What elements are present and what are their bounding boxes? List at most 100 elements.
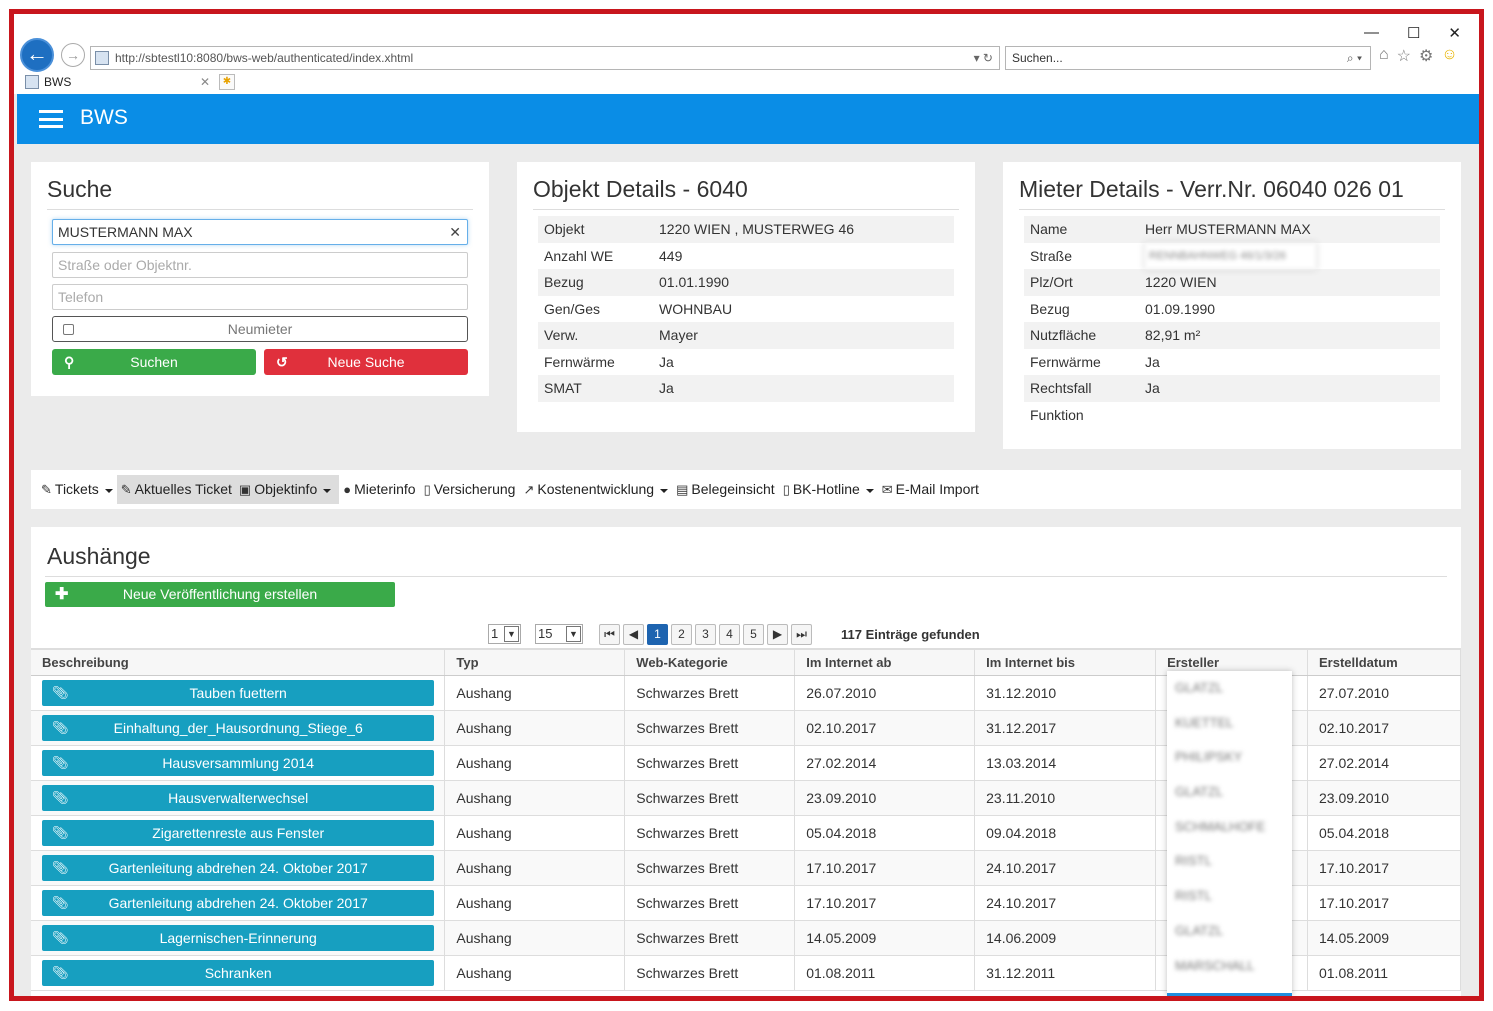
last-page-icon[interactable]: ⏭ <box>791 623 812 645</box>
paperclip-icon: 📎︎ <box>52 754 69 770</box>
new-tab-icon[interactable]: ✱ <box>219 74 235 90</box>
next-page-icon[interactable]: ▶ <box>767 623 788 645</box>
cell-internet-ab: 05.04.2018 <box>794 815 976 851</box>
page-button-3[interactable]: 3 <box>695 623 716 645</box>
document-icon: ▯ <box>782 482 790 497</box>
page-button-2[interactable]: 2 <box>671 623 692 645</box>
nav-tickets[interactable]: ✎ Tickets <box>37 475 117 504</box>
forward-button[interactable]: → <box>61 43 85 67</box>
notice-description-button[interactable]: 📎︎ Schranken <box>42 959 435 986</box>
detail-row: Fernwärme Ja <box>1024 349 1440 376</box>
rows-per-page-select[interactable]: 15 ▼ <box>535 624 583 644</box>
notice-description-button[interactable]: 📎︎ Lagernischen-Erinnerung <box>42 924 435 951</box>
notice-description-button[interactable]: 📎︎ Hausverwalterwechsel <box>42 784 435 811</box>
detail-row: Straße RENNBAHNWEG 46/1/3/26 <box>1024 242 1440 269</box>
cell-internet-ab: 02.10.2017 <box>794 710 976 746</box>
nav-versicherung[interactable]: ▯ Versicherung <box>420 475 520 504</box>
minimize-icon[interactable]: — <box>1363 24 1379 41</box>
cell-internet-bis: 13.03.2014 <box>974 745 1157 781</box>
col-header-internet-ab[interactable]: Im Internet ab <box>794 648 976 676</box>
tab-close-icon[interactable]: ✕ <box>199 75 210 89</box>
chevron-down-icon <box>660 488 669 493</box>
nav-bk-hotline[interactable]: ▯ BK-Hotline <box>779 475 878 504</box>
prev-page-icon[interactable]: ◀ <box>623 623 644 645</box>
reset-search-button[interactable]: ↺ Neue Suche <box>264 349 468 375</box>
rows-per-page-value: 15 <box>538 626 553 641</box>
nav-mieterinfo[interactable]: ● Mieterinfo <box>339 475 419 504</box>
cell-web-kategorie: Schwarzes Brett <box>624 675 796 711</box>
nav-label: Objektinfo <box>254 481 318 497</box>
search-button[interactable]: ⚲ Suchen <box>52 349 256 375</box>
page-button-1[interactable]: 1 <box>647 623 668 645</box>
cell-typ: Aushang <box>444 815 626 851</box>
first-page-icon[interactable]: ⏮ <box>599 623 620 645</box>
nav-aktuelles-ticket[interactable]: ✎ Aktuelles Ticket <box>116 475 236 504</box>
col-header-web-kategorie[interactable]: Web-Kategorie <box>624 648 796 676</box>
page-select[interactable]: 1 ▼ <box>488 624 521 644</box>
phone-input[interactable]: Telefon <box>52 284 468 310</box>
search-icon[interactable]: ⌕ ▾ <box>1346 51 1362 65</box>
notice-description-button[interactable]: 📎︎ Gartenleitung abdrehen 24. Oktober 201… <box>42 854 435 881</box>
col-header-erstelldatum[interactable]: Erstelldatum <box>1307 648 1461 676</box>
hamburger-menu-icon[interactable] <box>39 110 63 128</box>
nav-objektinfo[interactable]: ▣ Objektinfo <box>234 475 340 504</box>
page-button-5[interactable]: 5 <box>743 623 764 645</box>
tab-page-icon <box>25 75 39 89</box>
neumieter-checkbox[interactable] <box>63 324 74 335</box>
notice-description-button[interactable]: 📎︎ Einhaltung_der_Hausordnung_Stiege_6 <box>42 714 435 741</box>
detail-key: Fernwärme <box>544 353 615 370</box>
cell-erstelldatum: 17.10.2017 <box>1307 850 1461 886</box>
address-bar[interactable]: http://sbtestl10:8080/bws-web/authentica… <box>90 46 1000 70</box>
nav-belegeinsicht[interactable]: ▤ Belegeinsicht <box>672 475 779 504</box>
nav-label: Versicherung <box>433 481 516 497</box>
url-text: http://sbtestl10:8080/bws-web/authentica… <box>115 51 414 65</box>
col-header-internet-bis[interactable]: Im Internet bis <box>974 648 1157 676</box>
detail-row: Funktion <box>1024 401 1440 428</box>
home-icon[interactable]: ⌂ <box>1379 46 1389 63</box>
neumieter-toggle[interactable]: Neumieter <box>52 316 468 342</box>
detail-value: 1220 WIEN , MUSTERWEG 46 <box>659 221 855 237</box>
browser-search-field[interactable]: Suchen... ⌕ ▾ <box>1005 46 1371 70</box>
notice-description-button[interactable]: 📎︎ Hausversammlung 2014 <box>42 749 435 776</box>
creator-name-redacted: KUETTEL <box>1175 714 1234 730</box>
close-icon[interactable]: ✕ <box>1448 25 1461 42</box>
clear-icon[interactable]: ✕ <box>449 224 461 240</box>
cell-erstelldatum: 23.09.2010 <box>1307 780 1461 816</box>
notice-description-label: Tauben fuettern <box>189 684 287 701</box>
notice-description-button[interactable]: 📎︎ Gartenleitung abdrehen 24. Oktober 201… <box>42 889 435 916</box>
detail-key: SMAT <box>544 380 582 396</box>
browser-tab[interactable]: BWS ✕ <box>22 71 214 93</box>
window-controls: — ☐ ✕ <box>1364 24 1461 42</box>
refresh-icon[interactable]: ▾ ↻ <box>973 51 993 65</box>
notice-description-button[interactable]: 📎︎ Zigarettenreste aus Fenster <box>42 819 435 846</box>
table-row[interactable]: 📎︎ Hausversammlung 2014 Aushang Schwarzes B… <box>31 745 1461 781</box>
nav-kostenentwicklung[interactable]: ↗ Kostenentwicklung <box>519 475 672 504</box>
cell-erstelldatum: 27.07.2010 <box>1307 675 1461 711</box>
street-input[interactable]: Straße oder Objektnr. <box>52 252 468 278</box>
cell-web-kategorie: Schwarzes Brett <box>624 745 796 781</box>
chevron-down-icon <box>104 488 113 493</box>
new-publication-button[interactable]: ✚ Neue Veröffentlichung erstellen <box>45 582 395 607</box>
favorites-icon[interactable]: ☆ <box>1396 48 1412 65</box>
smiley-icon[interactable]: ☺ <box>1441 46 1458 63</box>
cell-beschreibung: 📎︎ Hausverwalterwechsel <box>31 780 446 816</box>
settings-icon[interactable]: ⚙ <box>1419 48 1434 65</box>
back-button[interactable]: ← <box>20 38 54 72</box>
action-navbar: ✎ Tickets ✎ Aktuelles Ticket ▣ Objektinfo ●… <box>31 470 1461 509</box>
detail-row: Anzahl WE 449 <box>538 243 954 270</box>
col-header-typ[interactable]: Typ <box>444 648 626 676</box>
notice-description-button[interactable]: 📎︎ Tauben fuettern <box>42 679 435 706</box>
col-header-ersteller[interactable]: Ersteller <box>1155 648 1308 676</box>
name-search-input[interactable]: MUSTERMANN MAX ✕ <box>52 219 468 245</box>
cell-web-kategorie: Schwarzes Brett <box>624 920 796 956</box>
page-select-value: 1 <box>491 626 499 641</box>
divider <box>45 576 1447 577</box>
detail-value: Ja <box>659 380 674 396</box>
maximize-icon[interactable]: ☐ <box>1406 25 1421 42</box>
creator-name-redacted: PHILIPSKY <box>1175 749 1243 765</box>
paperclip-icon: 📎︎ <box>52 719 69 735</box>
page-button-4[interactable]: 4 <box>719 623 740 645</box>
creator-name-redacted: GLATZL <box>1175 784 1224 800</box>
nav-email-import[interactable]: ✉ E-Mail Import <box>878 475 983 504</box>
col-header-beschreibung[interactable]: Beschreibung <box>31 648 446 676</box>
